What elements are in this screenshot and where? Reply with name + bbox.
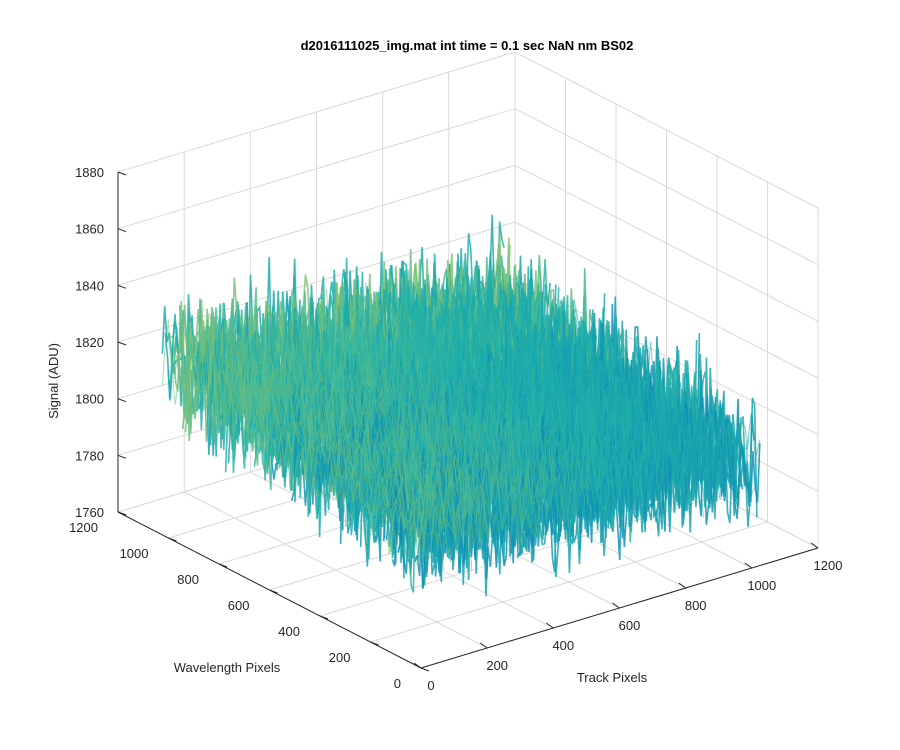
y-tick-label: 200 [329, 650, 351, 665]
y-tick-mark [420, 667, 430, 672]
x-tick-mark [678, 582, 686, 589]
axes [117, 171, 819, 672]
y-tick-label: 1000 [120, 546, 149, 561]
x-tick-mark [810, 542, 819, 549]
surface-line [201, 316, 461, 557]
surface-line [421, 301, 682, 501]
x-tick-mark [612, 602, 620, 609]
x-tick-label: 1000 [747, 578, 776, 593]
grid-line [514, 221, 819, 379]
x-tick-label: 200 [486, 658, 508, 673]
y-tick-mark [218, 563, 228, 568]
surface-line [472, 303, 732, 474]
grid-line [370, 521, 768, 643]
z-tick-label: 1800 [75, 392, 104, 407]
x-tick-label: 0 [427, 678, 434, 693]
x-tick-mark [413, 662, 422, 669]
chart-title: d2016111025_img.mat int time = 0.1 sec N… [301, 38, 634, 53]
z-tick-mark [117, 454, 127, 459]
surface-line [320, 318, 580, 544]
x-tick-label: 600 [619, 618, 641, 633]
y-tick-mark [168, 537, 177, 542]
x-tick-label: 400 [552, 638, 574, 653]
z-tick-mark [117, 398, 127, 403]
y-tick-mark [269, 589, 278, 594]
tick-labels: 0 200 400 600 800 1000 1200 0 200 400 600 800 1000 12… [69, 165, 842, 693]
z-tick-label: 1820 [75, 335, 104, 350]
x-tick-label: 1200 [814, 558, 843, 573]
y-tick-label: 800 [177, 572, 199, 587]
surface-line [495, 282, 755, 500]
grid-line [117, 108, 516, 230]
surface-line [229, 334, 490, 544]
surface-line [173, 351, 433, 560]
surface-line [297, 333, 557, 532]
surface-line [308, 305, 569, 548]
z-tick-label: 1880 [75, 165, 104, 180]
surface-line [410, 285, 670, 500]
grid-line [514, 278, 819, 436]
z-tick-mark [117, 341, 127, 346]
x-tick-mark [546, 622, 554, 629]
z-tick-mark [117, 228, 127, 233]
y-tick-label: 1200 [69, 520, 98, 535]
z-tick-label: 1860 [75, 222, 104, 237]
grid-line [117, 164, 516, 286]
z-tick-label: 1840 [75, 278, 104, 293]
y-tick-label: 400 [278, 624, 300, 639]
x-tick-label: 800 [685, 598, 707, 613]
grid-line [514, 51, 819, 209]
surface-line [489, 263, 749, 483]
x-tick-mark [479, 642, 488, 649]
surface-line [478, 275, 738, 507]
y-axis-label: Wavelength Pixels [174, 660, 281, 675]
grid-line [514, 164, 819, 322]
z-axis-label: Signal (ADU) [46, 343, 61, 419]
grid-line [514, 108, 819, 266]
z-tick-mark [117, 284, 127, 289]
surface-line [393, 302, 653, 509]
z-tick-mark [117, 511, 127, 516]
z-tick-mark [117, 171, 127, 176]
surface-line [274, 314, 535, 530]
z-tick-label: 1760 [75, 505, 104, 520]
x-tick-mark [744, 562, 753, 569]
surface-line [286, 293, 546, 540]
x-axis-label: Track Pixels [577, 670, 648, 685]
y-tick-label: 600 [228, 598, 250, 613]
y-tick-mark [370, 641, 379, 646]
surface-line [500, 286, 761, 470]
grid-line [117, 51, 516, 173]
surface-line [314, 308, 574, 529]
y-tick-label: 0 [394, 676, 401, 691]
surface-mesh [161, 214, 761, 597]
z-tick-label: 1780 [75, 448, 104, 463]
surface-line [257, 324, 518, 533]
y-tick-mark [319, 615, 329, 620]
